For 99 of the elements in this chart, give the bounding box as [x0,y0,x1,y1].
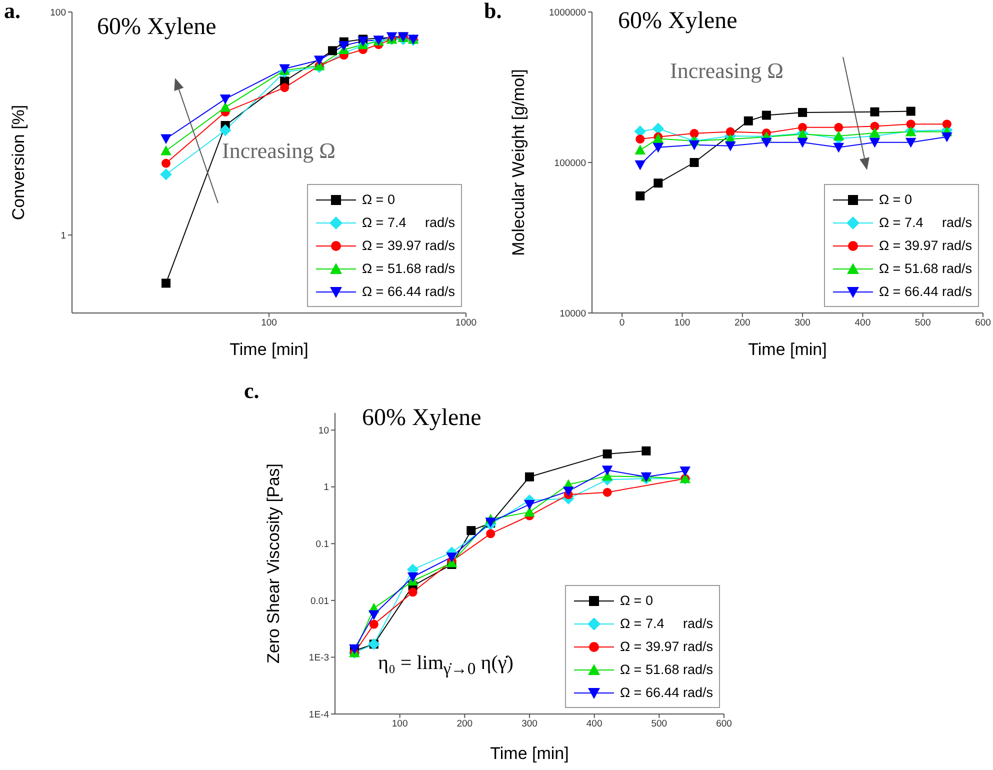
point [407,572,418,582]
chart-title: a. [4,0,20,24]
y-axis-title: Zero Shear Viscosity [Pas] [264,464,284,664]
y-tick-label: 0.1 [316,539,329,550]
annotation: Increasing Ω [222,138,336,164]
point [524,506,535,517]
x-tick-label: 400 [586,718,602,730]
y-tick-label: 1000000 [549,7,586,18]
y-tick-label: 0.01 [310,596,329,607]
point [636,134,645,144]
point [942,132,952,142]
chart-title: c. [244,378,260,404]
point [634,160,646,170]
point [761,138,772,148]
point [525,472,534,482]
annotation: η₀ = lim$_{γ̇→0}$ η(γ̇) [378,652,514,679]
point [744,116,753,126]
x-tick-label: 100 [261,318,277,329]
point [486,529,496,538]
y-tick-label: 100000 [554,158,586,169]
legend-label: Ω = 51.68 rad/s [620,662,713,677]
point [762,110,771,120]
x-tick-label: 100 [674,318,690,329]
point [690,128,699,138]
point [652,142,664,153]
point [833,130,844,140]
point [798,108,808,117]
y-axis-title: Conversion [%] [9,104,28,220]
x-tick-label: 200 [456,718,473,730]
point [466,526,476,536]
point [870,122,880,131]
point [563,486,574,497]
point [942,120,952,129]
point [602,488,612,497]
point [636,191,645,200]
point [369,620,378,629]
legend-label: Ω = 0 [878,192,912,207]
legend-label: Ω = 7.4 rad/s [362,215,455,230]
point [524,500,535,510]
y-tick-label: 1E-3 [308,652,329,664]
point [906,106,916,116]
x-tick-label: 1000 [455,318,477,329]
x-tick-label: 600 [975,318,991,329]
point [688,140,700,150]
legend-label: Ω = 7.4 rad/s [620,616,713,631]
point [642,446,651,456]
point [654,178,663,188]
x-axis-title: Time [min] [230,340,308,359]
legend-label: Ω = 39.97 rad/s [620,639,713,654]
y-axis-title: Molecular Weight [g/mol] [509,69,528,256]
x-tick-label: 300 [794,318,810,329]
point [634,144,646,155]
x-tick-label: 500 [651,718,668,730]
point [724,141,736,152]
point [834,122,844,132]
legend-label: Ω = 66.44 rad/s [362,284,455,299]
point [652,122,664,134]
x-tick-label: 500 [914,318,931,329]
legend-label: Ω = 66.44 rad/s [878,284,972,299]
annotation: 60% Xylene [362,405,482,432]
point [798,122,808,132]
y-tick-label: 1 [324,482,329,494]
point [680,466,690,476]
legend-label: Ω = 51.68 rad/s [878,261,972,276]
point [446,552,458,562]
point [408,588,418,597]
chart-title: b. [484,0,502,24]
legend-label: Ω = 39.97 rad/s [362,238,455,253]
y-tick-label: 1E-4 [308,709,329,720]
legend-label: Ω = 0 [620,593,653,608]
x-tick-label: 100 [392,718,408,730]
point [906,120,916,129]
annotation: 60% Xylene [618,8,738,35]
y-tick-label: 1 [60,230,66,242]
legend-label: Ω = 39.97 rad/s [878,238,972,253]
legend-label: Ω = 66.44 rad/s [620,685,713,700]
point [602,466,613,476]
point [602,449,612,458]
x-tick-label: 0 [619,318,625,329]
x-axis-title: Time [min] [490,744,569,763]
y-tick-label: 10000 [560,308,586,320]
point [368,610,380,620]
annotation: 60% Xylene [97,14,216,41]
x-tick-label: 600 [716,718,732,730]
y-tick-label: 10 [318,425,329,436]
point [833,142,844,153]
x-tick-label: 400 [854,318,871,329]
legend-label: Ω = 7.4 rad/s [878,215,972,230]
legend-label: Ω = 51.68 rad/s [362,261,455,276]
x-tick-label: 200 [734,318,750,329]
x-axis-title: Time [min] [748,340,827,359]
point [905,138,916,148]
legend-label: Ω = 0 [362,192,395,207]
point [726,127,735,136]
x-tick-label: 300 [522,718,538,730]
point [690,158,699,167]
point [797,138,808,148]
annotation: Increasing Ω [670,58,784,84]
point [870,107,880,116]
